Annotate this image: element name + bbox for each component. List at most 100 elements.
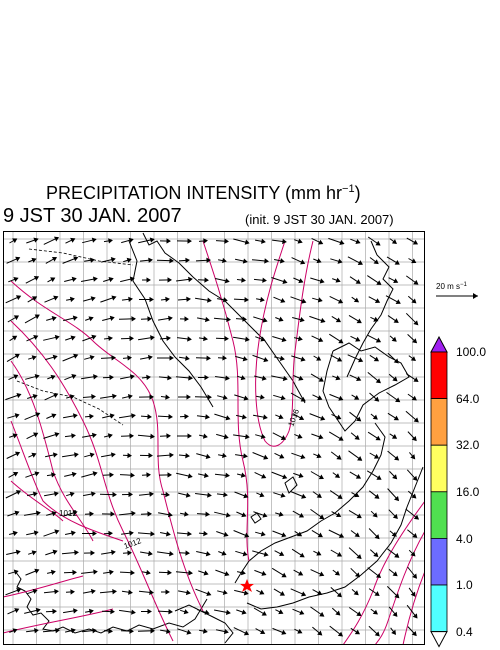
wind-arrow bbox=[274, 550, 285, 557]
colorbar-over-triangle bbox=[430, 336, 448, 353]
wind-arrow bbox=[26, 432, 39, 440]
wind-arrow bbox=[313, 355, 322, 361]
wind-vectors bbox=[5, 236, 420, 637]
wind-arrow bbox=[328, 529, 345, 538]
wind-arrow bbox=[290, 392, 306, 402]
wind-arrow bbox=[256, 589, 265, 595]
wind-arrow bbox=[120, 335, 134, 342]
wind-arrow bbox=[195, 588, 212, 597]
wind-arrow bbox=[176, 276, 193, 283]
wind-arrow bbox=[214, 609, 231, 615]
wind-arrow bbox=[293, 569, 304, 576]
wind-arrow bbox=[310, 508, 325, 520]
wind-arrow bbox=[312, 589, 323, 596]
wind-arrow bbox=[348, 509, 362, 519]
sakhalin-coast bbox=[346, 240, 394, 378]
wind-arrow bbox=[389, 530, 397, 537]
wind-arrow bbox=[252, 452, 269, 460]
wind-arrow bbox=[195, 492, 212, 498]
isobar bbox=[202, 240, 250, 562]
wind-arrow bbox=[312, 394, 323, 401]
wind-arrow bbox=[65, 335, 76, 341]
wind-arrow bbox=[27, 588, 38, 595]
wind-arrow bbox=[5, 587, 22, 596]
wind-arrow bbox=[196, 511, 210, 517]
wind-arrow bbox=[47, 277, 56, 283]
wind-arrow bbox=[216, 433, 229, 440]
wind-arrow bbox=[142, 569, 151, 576]
wind-arrow bbox=[215, 278, 230, 284]
wind-arrow bbox=[386, 256, 400, 265]
wind-arrow bbox=[120, 276, 135, 283]
kyushu-coast bbox=[174, 604, 234, 644]
wind-arrow bbox=[407, 626, 417, 637]
wind-arrow bbox=[44, 393, 59, 401]
wind-arrow bbox=[293, 375, 304, 381]
wind-arrow bbox=[25, 568, 40, 576]
wind-arrow bbox=[370, 608, 378, 615]
wind-arrow bbox=[139, 257, 153, 263]
colorbar-label: 4.0 bbox=[456, 532, 473, 546]
wind-arrow bbox=[102, 374, 114, 381]
wind-arrow bbox=[103, 335, 113, 342]
wind-arrow bbox=[387, 488, 400, 502]
wind-arrow bbox=[43, 236, 60, 245]
wind-arrow bbox=[103, 628, 113, 634]
wind-arrow bbox=[26, 334, 39, 342]
wind-arrow bbox=[102, 315, 115, 321]
wind-arrow bbox=[63, 510, 78, 517]
wind-arrow bbox=[254, 569, 267, 576]
wind-arrow bbox=[292, 510, 305, 518]
wind-arrow bbox=[85, 316, 94, 322]
wind-arrow bbox=[7, 413, 20, 419]
wind-arrow bbox=[141, 472, 151, 478]
wind-arrow bbox=[367, 236, 381, 246]
wind-arrow bbox=[121, 394, 133, 400]
wind-arrow bbox=[176, 238, 192, 244]
wind-arrow bbox=[386, 586, 400, 599]
wind-arrow bbox=[63, 413, 78, 419]
wind-arrow bbox=[83, 550, 95, 556]
wind-arrow bbox=[5, 295, 22, 304]
colorbar-label: 1.0 bbox=[456, 578, 473, 592]
wind-arrow bbox=[294, 530, 303, 537]
honshu-north-coast bbox=[234, 422, 386, 584]
wind-arrow bbox=[47, 374, 56, 380]
wind-arrow bbox=[157, 608, 173, 615]
wind-arrow bbox=[388, 277, 399, 284]
wind-arrow bbox=[81, 471, 98, 478]
wind-arrow bbox=[253, 277, 267, 283]
border-china-korea bbox=[16, 380, 124, 426]
wind-arrow bbox=[236, 570, 246, 576]
wind-arrow bbox=[24, 510, 41, 516]
wind-arrow bbox=[8, 471, 19, 478]
wind-arrow bbox=[292, 413, 305, 421]
wind-arrow bbox=[26, 627, 39, 634]
wind-arrow bbox=[310, 471, 324, 480]
wind-arrow bbox=[158, 375, 172, 381]
wind-arrow bbox=[350, 627, 361, 635]
wind-arrow bbox=[367, 567, 382, 578]
colorbar-segment bbox=[430, 584, 448, 632]
wind-arrow bbox=[138, 394, 154, 400]
wind-arrow bbox=[214, 472, 230, 479]
wind-arrow bbox=[272, 336, 287, 343]
wind-arrow bbox=[407, 529, 418, 538]
wind-arrow bbox=[81, 276, 98, 282]
wind-arrow bbox=[158, 315, 173, 322]
wind-arrow bbox=[46, 413, 57, 419]
wind-arrow bbox=[43, 529, 60, 537]
wind-arrow bbox=[313, 453, 322, 459]
wind-arrow bbox=[235, 414, 247, 420]
wind-arrow bbox=[351, 589, 359, 596]
wind-arrow bbox=[66, 394, 75, 400]
wind-arrow bbox=[121, 530, 134, 536]
wind-arrow bbox=[158, 277, 172, 283]
wind-arrow bbox=[9, 335, 18, 342]
wind-arrow bbox=[310, 373, 324, 382]
wind-arrow bbox=[369, 354, 380, 362]
wind-arrow bbox=[310, 569, 325, 577]
wind-arrow bbox=[311, 335, 324, 342]
wind-arrow bbox=[387, 548, 400, 558]
wind-arrow bbox=[251, 258, 269, 264]
